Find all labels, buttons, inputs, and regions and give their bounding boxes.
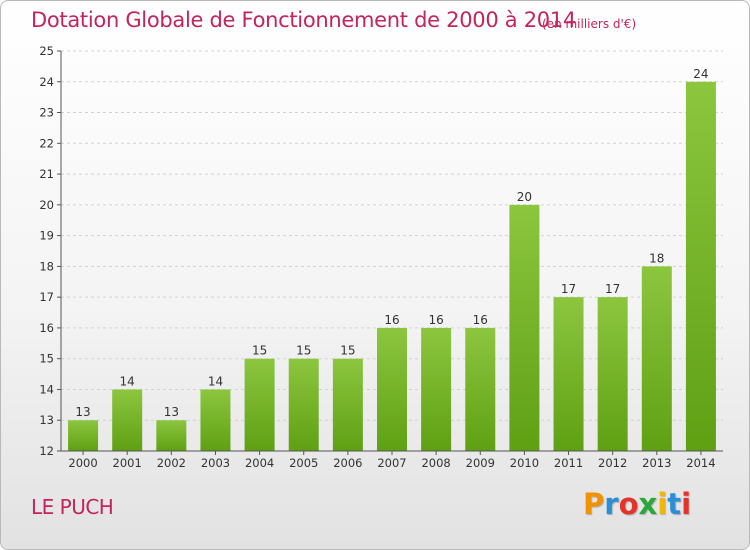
y-tick-label: 25 — [39, 44, 54, 58]
bar-value-label: 13 — [75, 405, 90, 419]
bar-value-label: 14 — [120, 374, 135, 388]
y-tick-label: 12 — [39, 444, 54, 458]
bar-value-label: 15 — [252, 344, 267, 358]
bar-value-label: 15 — [296, 344, 311, 358]
x-tick-label: 2004 — [245, 456, 274, 470]
bars: 13 14 13 14 15 15 15 16 16 16 20 17 17 18 24 — [68, 67, 716, 452]
bar-value-label: 24 — [693, 67, 708, 81]
x-tick-label: 2002 — [157, 456, 186, 470]
x-tick-label: 2006 — [333, 456, 362, 470]
x-axis: 2000 2001 2002 2003 2004 2005 2006 2007 2008 2009… — [61, 450, 723, 470]
y-tick-label: 15 — [39, 352, 54, 366]
y-axis: 12 13 14 15 16 17 18 19 20 21 22 23 24 25 — [39, 44, 62, 458]
y-tick-label: 23 — [39, 106, 54, 120]
x-tick-label: 2000 — [68, 456, 97, 470]
bar-value-label: 16 — [473, 313, 488, 327]
bar-2010[interactable] — [509, 204, 540, 451]
bar-value-label: 15 — [340, 344, 355, 358]
x-tick-label: 2014 — [686, 456, 715, 470]
bar-2005[interactable] — [288, 358, 319, 451]
bar-value-label: 14 — [208, 374, 223, 388]
logo-letter: i — [681, 487, 692, 521]
y-tick-label: 20 — [39, 198, 54, 212]
logo-letter: t — [667, 487, 682, 521]
bar-value-label: 16 — [428, 313, 443, 327]
proxiti-logo[interactable]: Proxiti — [583, 487, 691, 521]
chart-title: Dotation Globale de Fonctionnement de 20… — [31, 8, 576, 32]
bar-value-label: 20 — [517, 190, 532, 204]
y-tick-label: 18 — [39, 259, 54, 273]
bar-2014[interactable] — [685, 81, 716, 452]
x-tick-label: 2009 — [466, 456, 495, 470]
bar-2009[interactable] — [465, 327, 496, 451]
bar-2004[interactable] — [244, 358, 275, 451]
logo-letter: P — [583, 487, 605, 521]
bar-2008[interactable] — [421, 327, 452, 451]
x-tick-label: 2011 — [554, 456, 583, 470]
bar-value-label: 18 — [649, 251, 664, 265]
x-tick-label: 2012 — [598, 456, 627, 470]
bar-2011[interactable] — [553, 297, 584, 451]
logo-letter: r — [604, 487, 619, 521]
bar-value-label: 16 — [384, 313, 399, 327]
bar-value-label: 13 — [164, 405, 179, 419]
bar-2012[interactable] — [597, 297, 628, 451]
y-tick-label: 19 — [39, 229, 54, 243]
bar-value-label: 17 — [561, 282, 576, 296]
logo-letter: i — [657, 487, 668, 521]
bar-2001[interactable] — [112, 389, 143, 451]
x-tick-label: 2013 — [642, 456, 671, 470]
x-tick-label: 2001 — [113, 456, 142, 470]
bar-2000[interactable] — [68, 420, 99, 451]
chart-unit: (en milliers d'€) — [542, 17, 637, 31]
x-tick-label: 2007 — [377, 456, 406, 470]
y-tick-label: 22 — [39, 136, 54, 150]
y-tick-label: 24 — [39, 75, 54, 89]
bar-value-label: 17 — [605, 282, 620, 296]
place-name: LE PUCH — [31, 495, 114, 519]
x-tick-label: 2010 — [510, 456, 539, 470]
logo-letter: x — [638, 487, 658, 521]
bar-2002[interactable] — [156, 420, 187, 451]
y-tick-label: 14 — [39, 382, 54, 396]
x-tick-label: 2003 — [201, 456, 230, 470]
logo-letter: o — [618, 487, 639, 521]
y-tick-label: 17 — [39, 290, 54, 304]
x-tick-label: 2005 — [289, 456, 318, 470]
bar-2007[interactable] — [377, 327, 407, 451]
x-tick-label: 2008 — [421, 456, 450, 470]
y-tick-label: 13 — [39, 413, 54, 427]
bar-2006[interactable] — [332, 358, 363, 451]
y-tick-label: 16 — [39, 321, 54, 335]
y-tick-label: 21 — [39, 167, 54, 181]
bar-2013[interactable] — [641, 266, 672, 451]
bar-2003[interactable] — [200, 389, 231, 451]
